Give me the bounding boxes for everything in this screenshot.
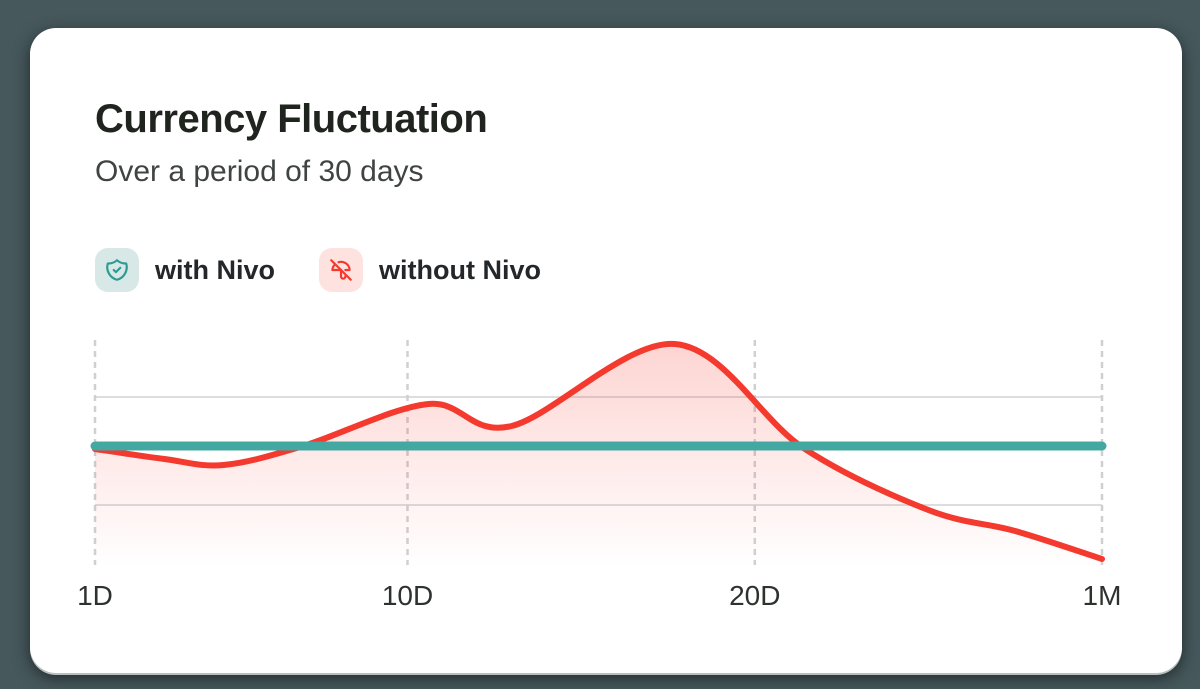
chart-plot-area [90,340,1107,568]
x-axis-tick-label: 20D [729,580,781,611]
chart-header: Currency Fluctuation Over a period of 30… [95,97,488,188]
legend-label: without Nivo [379,254,541,285]
chart-legend: with Nivo without Nivo [95,248,541,292]
currency-chart [30,338,1182,570]
chart-card: Currency Fluctuation Over a period of 30… [30,28,1182,673]
page-subtitle: Over a period of 30 days [95,155,424,188]
without-nivo-area [95,343,1102,568]
umbrella-off-icon [319,248,363,292]
x-axis: 1D 10D 20D 1M [30,580,1182,616]
legend-item-without-nivo: without Nivo [319,248,541,292]
x-axis-tick-label: 1D [77,580,113,611]
page-title: Currency Fluctuation [95,97,488,141]
x-axis-tick-label: 10D [381,580,434,611]
legend-item-with-nivo: with Nivo [95,248,275,292]
x-axis-tick-label: 1M [1082,580,1122,611]
without-nivo-line [92,340,1105,562]
shield-check-icon [95,248,139,292]
legend-label: with Nivo [155,254,275,285]
